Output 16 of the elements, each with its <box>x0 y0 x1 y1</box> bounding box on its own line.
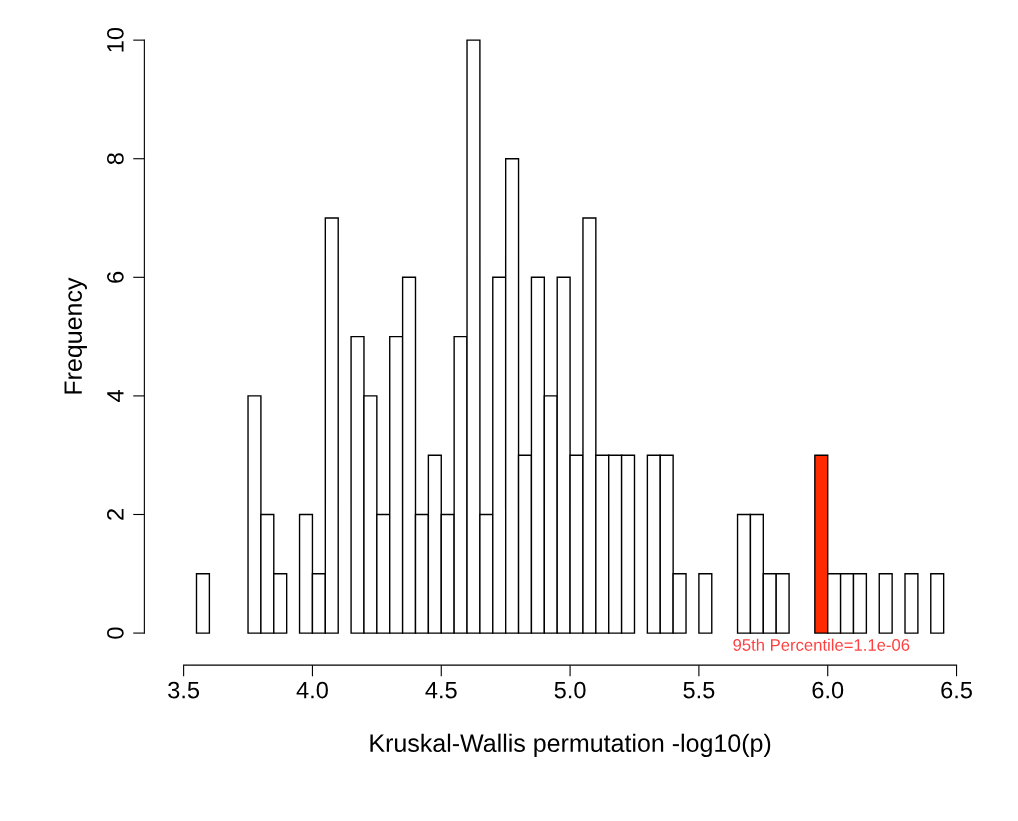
x-tick-label: 5.0 <box>554 681 586 699</box>
y-tick-label: 0 <box>107 627 124 639</box>
y-tick-label: 6 <box>107 271 124 283</box>
y-tick-label: 4 <box>107 390 124 402</box>
x-axis-title: Kruskal-Wallis permutation -log10(p) <box>370 733 771 757</box>
y-axis-title: Frequency <box>64 277 87 394</box>
x-tick-label: 6.0 <box>812 681 844 699</box>
y-tick-label: 8 <box>107 153 124 165</box>
y-tick-label: 2 <box>107 509 124 520</box>
annotation: 95th Percentile=1.1e-06 <box>733 638 910 651</box>
y-tick-label: 10 <box>107 27 124 52</box>
x-tick-label: 5.5 <box>683 681 715 699</box>
x-tick-label: 3.5 <box>168 681 200 699</box>
x-tick-label: 4.0 <box>296 681 328 699</box>
x-tick-label: 4.5 <box>425 681 457 699</box>
x-tick-label: 6.5 <box>941 681 972 699</box>
